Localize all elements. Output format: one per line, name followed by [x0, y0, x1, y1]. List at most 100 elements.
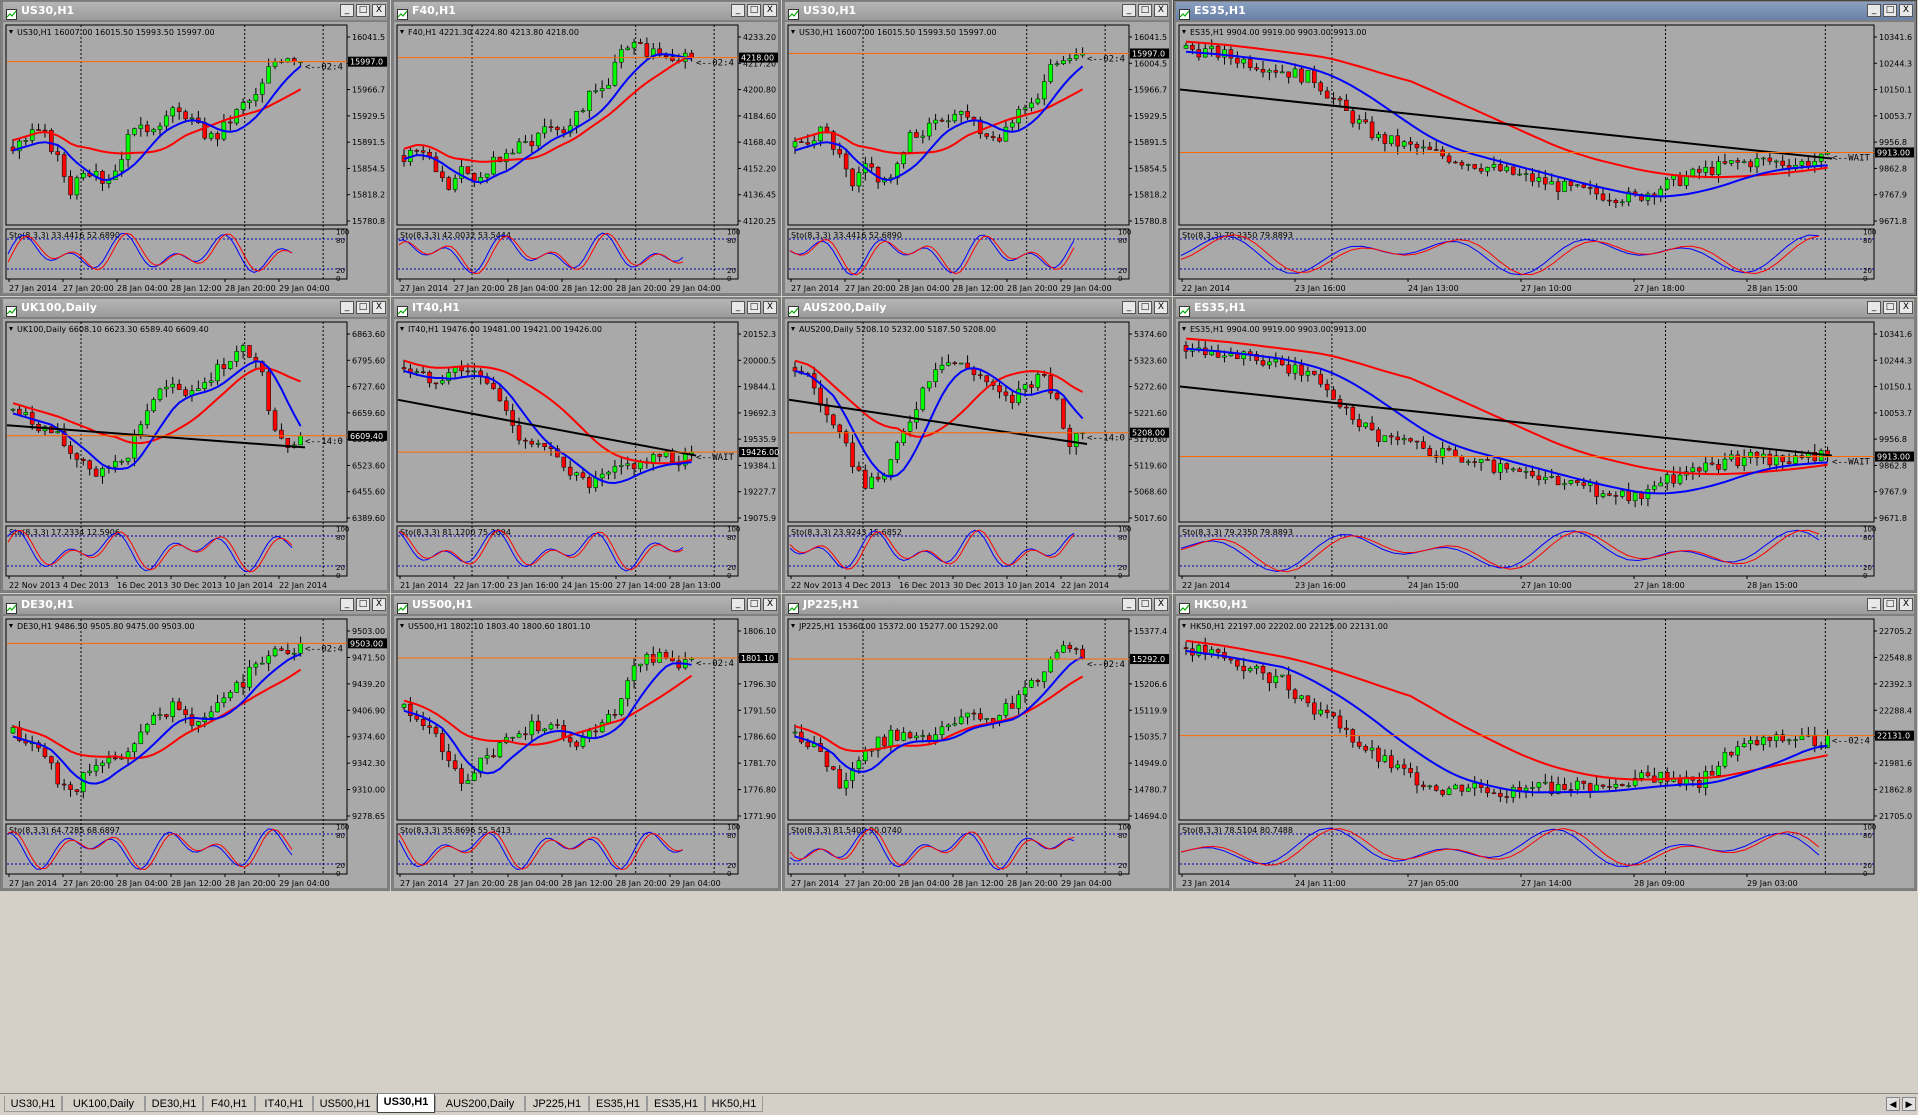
chart-tab[interactable]: AUS200,Daily — [435, 1096, 525, 1112]
chart-body[interactable]: JP225,H1 15360.00 15372.00 15277.00 1529… — [785, 616, 1169, 888]
scroll-left-icon[interactable]: ◀ — [1886, 1097, 1900, 1111]
maximize-button[interactable]: □ — [747, 301, 761, 314]
scroll-right-icon[interactable]: ▶ — [1902, 1097, 1916, 1111]
candle-bullish — [234, 682, 239, 693]
price-chart-svg[interactable]: HK50,H1 22197.00 22202.00 22125.00 22131… — [1176, 616, 1916, 890]
candles — [792, 47, 1085, 193]
maximize-button[interactable]: □ — [356, 301, 370, 314]
chart-body[interactable]: HK50,H1 22197.00 22202.00 22125.00 22131… — [1176, 616, 1914, 888]
chart-window[interactable]: F40,H1 _ □ X F40,H1 4221.30 4224.80 4213.80 … — [391, 0, 781, 296]
chart-window[interactable]: US500,H1 _ □ X US500,H1 1802.10 1803.40 1800… — [391, 594, 781, 891]
window-titlebar[interactable]: UK100,Daily _ □ X — [3, 299, 387, 317]
window-titlebar[interactable]: JP225,H1 _ □ X — [785, 596, 1169, 614]
chart-window[interactable]: JP225,H1 _ □ X JP225,H1 15360.00 15372.00 15… — [782, 594, 1172, 891]
window-titlebar[interactable]: HK50,H1 _ □ X — [1176, 596, 1914, 614]
chart-tab[interactable]: UK100,Daily — [62, 1096, 145, 1112]
chart-tab[interactable]: ES35,H1 — [589, 1096, 647, 1112]
window-titlebar[interactable]: F40,H1 _ □ X — [394, 2, 778, 20]
close-button[interactable]: X — [372, 301, 386, 314]
minimize-button[interactable]: _ — [1122, 301, 1136, 314]
close-button[interactable]: X — [1154, 4, 1168, 17]
price-chart-svg[interactable]: US30,H1 16007.00 16015.50 15993.50 15997… — [785, 22, 1171, 295]
chart-tab[interactable]: JP225,H1 — [525, 1096, 589, 1112]
window-titlebar[interactable]: ES35,H1 _ □ X — [1176, 2, 1914, 20]
chart-body[interactable]: AUS200,Daily 5208.10 5232.00 5187.50 520… — [785, 319, 1169, 590]
minimize-button[interactable]: _ — [731, 4, 745, 17]
chart-window[interactable]: IT40,H1 _ □ X IT40,H1 19476.00 19481.00 1942… — [391, 297, 781, 593]
close-button[interactable]: X — [1154, 301, 1168, 314]
maximize-button[interactable]: □ — [1883, 4, 1897, 17]
close-button[interactable]: X — [763, 301, 777, 314]
minimize-button[interactable]: _ — [340, 4, 354, 17]
chart-window[interactable]: ES35,H1 _ □ X ES35,H1 9904.00 9919.00 9903.0… — [1173, 297, 1917, 593]
price-chart-svg[interactable]: JP225,H1 15360.00 15372.00 15277.00 1529… — [785, 616, 1171, 890]
minimize-button[interactable]: _ — [1867, 598, 1881, 611]
chart-tab[interactable]: ES35,H1 — [647, 1096, 705, 1112]
price-chart-svg[interactable]: IT40,H1 19476.00 19481.00 19421.00 19426… — [394, 319, 780, 592]
chart-body[interactable]: US500,H1 1802.10 1803.40 1800.60 1801.10… — [394, 616, 778, 888]
maximize-button[interactable]: □ — [1883, 301, 1897, 314]
price-chart-svg[interactable]: DE30,H1 9486.50 9505.80 9475.00 9503.00 9… — [3, 616, 389, 890]
minimize-button[interactable]: _ — [1122, 4, 1136, 17]
chart-tab[interactable]: IT40,H1 — [255, 1096, 313, 1112]
maximize-button[interactable]: □ — [356, 598, 370, 611]
minimize-button[interactable]: _ — [340, 301, 354, 314]
chart-window[interactable]: UK100,Daily _ □ X UK100,Daily 6608.10 6623.3… — [0, 297, 390, 593]
price-chart-svg[interactable]: ES35,H1 9904.00 9919.00 9903.00 9913.00 1… — [1176, 22, 1916, 295]
chart-window[interactable]: US30,H1 _ □ X US30,H1 16007.00 16015.50 1599… — [782, 0, 1172, 296]
chart-window[interactable]: HK50,H1 _ □ X HK50,H1 22197.00 22202.00 2212… — [1173, 594, 1917, 891]
minimize-button[interactable]: _ — [1867, 301, 1881, 314]
window-titlebar[interactable]: US30,H1 _ □ X — [3, 2, 387, 20]
window-titlebar[interactable]: ES35,H1 _ □ X — [1176, 299, 1914, 317]
chart-tab[interactable]: DE30,H1 — [145, 1096, 203, 1112]
maximize-button[interactable]: □ — [1138, 4, 1152, 17]
chart-body[interactable]: ES35,H1 9904.00 9919.00 9903.00 9913.00 1… — [1176, 22, 1914, 293]
close-button[interactable]: X — [1899, 4, 1913, 17]
chart-window[interactable]: ES35,H1 _ □ X ES35,H1 9904.00 9919.00 9903.0… — [1173, 0, 1917, 296]
chart-body[interactable]: ES35,H1 9904.00 9919.00 9903.00 9913.00 1… — [1176, 319, 1914, 590]
price-chart-svg[interactable]: ES35,H1 9904.00 9919.00 9903.00 9913.00 1… — [1176, 319, 1916, 592]
window-titlebar[interactable]: IT40,H1 _ □ X — [394, 299, 778, 317]
chart-tab[interactable]: HK50,H1 — [705, 1096, 763, 1112]
chart-body[interactable]: US30,H1 16007.00 16015.50 15993.50 15997… — [785, 22, 1169, 293]
chart-body[interactable]: DE30,H1 9486.50 9505.80 9475.00 9503.00 9… — [3, 616, 387, 888]
chart-tab[interactable]: US30,H1 — [377, 1094, 435, 1113]
window-titlebar[interactable]: AUS200,Daily _ □ X — [785, 299, 1169, 317]
chart-body[interactable]: IT40,H1 19476.00 19481.00 19421.00 19426… — [394, 319, 780, 592]
maximize-button[interactable]: □ — [1883, 598, 1897, 611]
price-chart-svg[interactable]: US30,H1 16007.00 16015.50 15993.50 15997… — [3, 22, 389, 295]
close-button[interactable]: X — [372, 4, 386, 17]
minimize-button[interactable]: _ — [731, 301, 745, 314]
maximize-button[interactable]: □ — [747, 4, 761, 17]
close-button[interactable]: X — [763, 598, 777, 611]
price-chart-svg[interactable]: UK100,Daily 6608.10 6623.30 6589.40 6609… — [3, 319, 389, 592]
window-titlebar[interactable]: US500,H1 _ □ X — [394, 596, 778, 614]
price-chart-svg[interactable]: F40,H1 4221.30 4224.80 4213.80 4218.00 42… — [394, 22, 780, 295]
chart-tab[interactable]: US500,H1 — [313, 1096, 377, 1112]
minimize-button[interactable]: _ — [340, 598, 354, 611]
close-button[interactable]: X — [1899, 301, 1913, 314]
maximize-button[interactable]: □ — [1138, 598, 1152, 611]
window-titlebar[interactable]: US30,H1 _ □ X — [785, 2, 1169, 20]
chart-window[interactable]: US30,H1 _ □ X US30,H1 16007.00 16015.50 1599… — [0, 0, 390, 296]
close-button[interactable]: X — [1154, 598, 1168, 611]
minimize-button[interactable]: _ — [1867, 4, 1881, 17]
maximize-button[interactable]: □ — [747, 598, 761, 611]
chart-window[interactable]: DE30,H1 _ □ X DE30,H1 9486.50 9505.80 9475.0… — [0, 594, 390, 891]
minimize-button[interactable]: _ — [1122, 598, 1136, 611]
chart-tab[interactable]: US30,H1 — [4, 1096, 62, 1112]
chart-body[interactable]: F40,H1 4221.30 4224.80 4213.80 4218.00 42… — [394, 22, 778, 293]
price-chart-svg[interactable]: US500,H1 1802.10 1803.40 1800.60 1801.10… — [394, 616, 780, 890]
close-button[interactable]: X — [763, 4, 777, 17]
maximize-button[interactable]: □ — [356, 4, 370, 17]
close-button[interactable]: X — [372, 598, 386, 611]
chart-window[interactable]: AUS200,Daily _ □ X AUS200,Daily 5208.10 5232… — [782, 297, 1172, 593]
close-button[interactable]: X — [1899, 598, 1913, 611]
minimize-button[interactable]: _ — [731, 598, 745, 611]
chart-tab[interactable]: F40,H1 — [203, 1096, 255, 1112]
maximize-button[interactable]: □ — [1138, 301, 1152, 314]
window-titlebar[interactable]: DE30,H1 _ □ X — [3, 596, 387, 614]
chart-body[interactable]: US30,H1 16007.00 16015.50 15993.50 15997… — [3, 22, 387, 293]
chart-body[interactable]: UK100,Daily 6608.10 6623.30 6589.40 6609… — [3, 319, 387, 590]
price-chart-svg[interactable]: AUS200,Daily 5208.10 5232.00 5187.50 520… — [785, 319, 1171, 592]
